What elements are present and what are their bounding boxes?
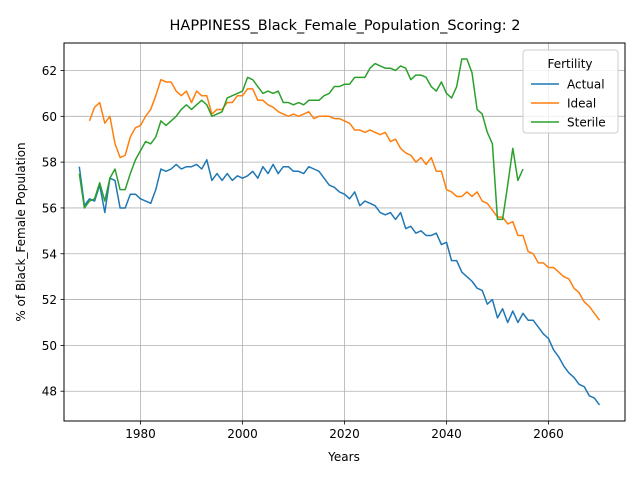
y-tick-label: 54 xyxy=(42,247,57,261)
legend: Fertility Actual Ideal Sterile xyxy=(522,49,619,134)
legend-box xyxy=(522,49,619,134)
y-tick-label: 62 xyxy=(42,64,57,78)
y-tick-label: 60 xyxy=(42,110,57,124)
y-tick-label: 58 xyxy=(42,156,57,170)
y-axis-label: % of Black_Female Population xyxy=(14,142,28,321)
x-tick-label: 2020 xyxy=(329,427,360,441)
x-tick-label: 1980 xyxy=(125,427,156,441)
x-tick-label: 2060 xyxy=(533,427,564,441)
x-tick-label: 2040 xyxy=(431,427,462,441)
series-line-actual xyxy=(78,159,601,406)
legend-label-sterile: Sterile xyxy=(567,116,606,130)
y-tick-label: 56 xyxy=(42,201,57,215)
legend-label-ideal: Ideal xyxy=(567,97,596,111)
y-axis-ticks: 48 50 52 54 56 58 60 62 xyxy=(42,64,64,399)
y-tick-label: 52 xyxy=(42,293,57,307)
x-tick-label: 2000 xyxy=(227,427,258,441)
legend-title: Fertility xyxy=(547,57,592,71)
series-layer xyxy=(78,58,601,406)
legend-label-actual: Actual xyxy=(567,78,605,92)
x-axis-label: Years xyxy=(327,450,360,464)
series-line-ideal xyxy=(88,78,601,321)
y-tick-label: 48 xyxy=(42,385,57,399)
grid xyxy=(64,43,625,421)
series-line-sterile xyxy=(78,58,524,221)
x-axis-ticks: 1980 2000 2020 2040 2060 xyxy=(125,421,564,441)
y-tick-label: 50 xyxy=(42,339,57,353)
legend-entries: Actual Ideal Sterile xyxy=(531,78,606,130)
chart-title: HAPPINESS_Black_Female_Population_Scorin… xyxy=(170,18,521,34)
